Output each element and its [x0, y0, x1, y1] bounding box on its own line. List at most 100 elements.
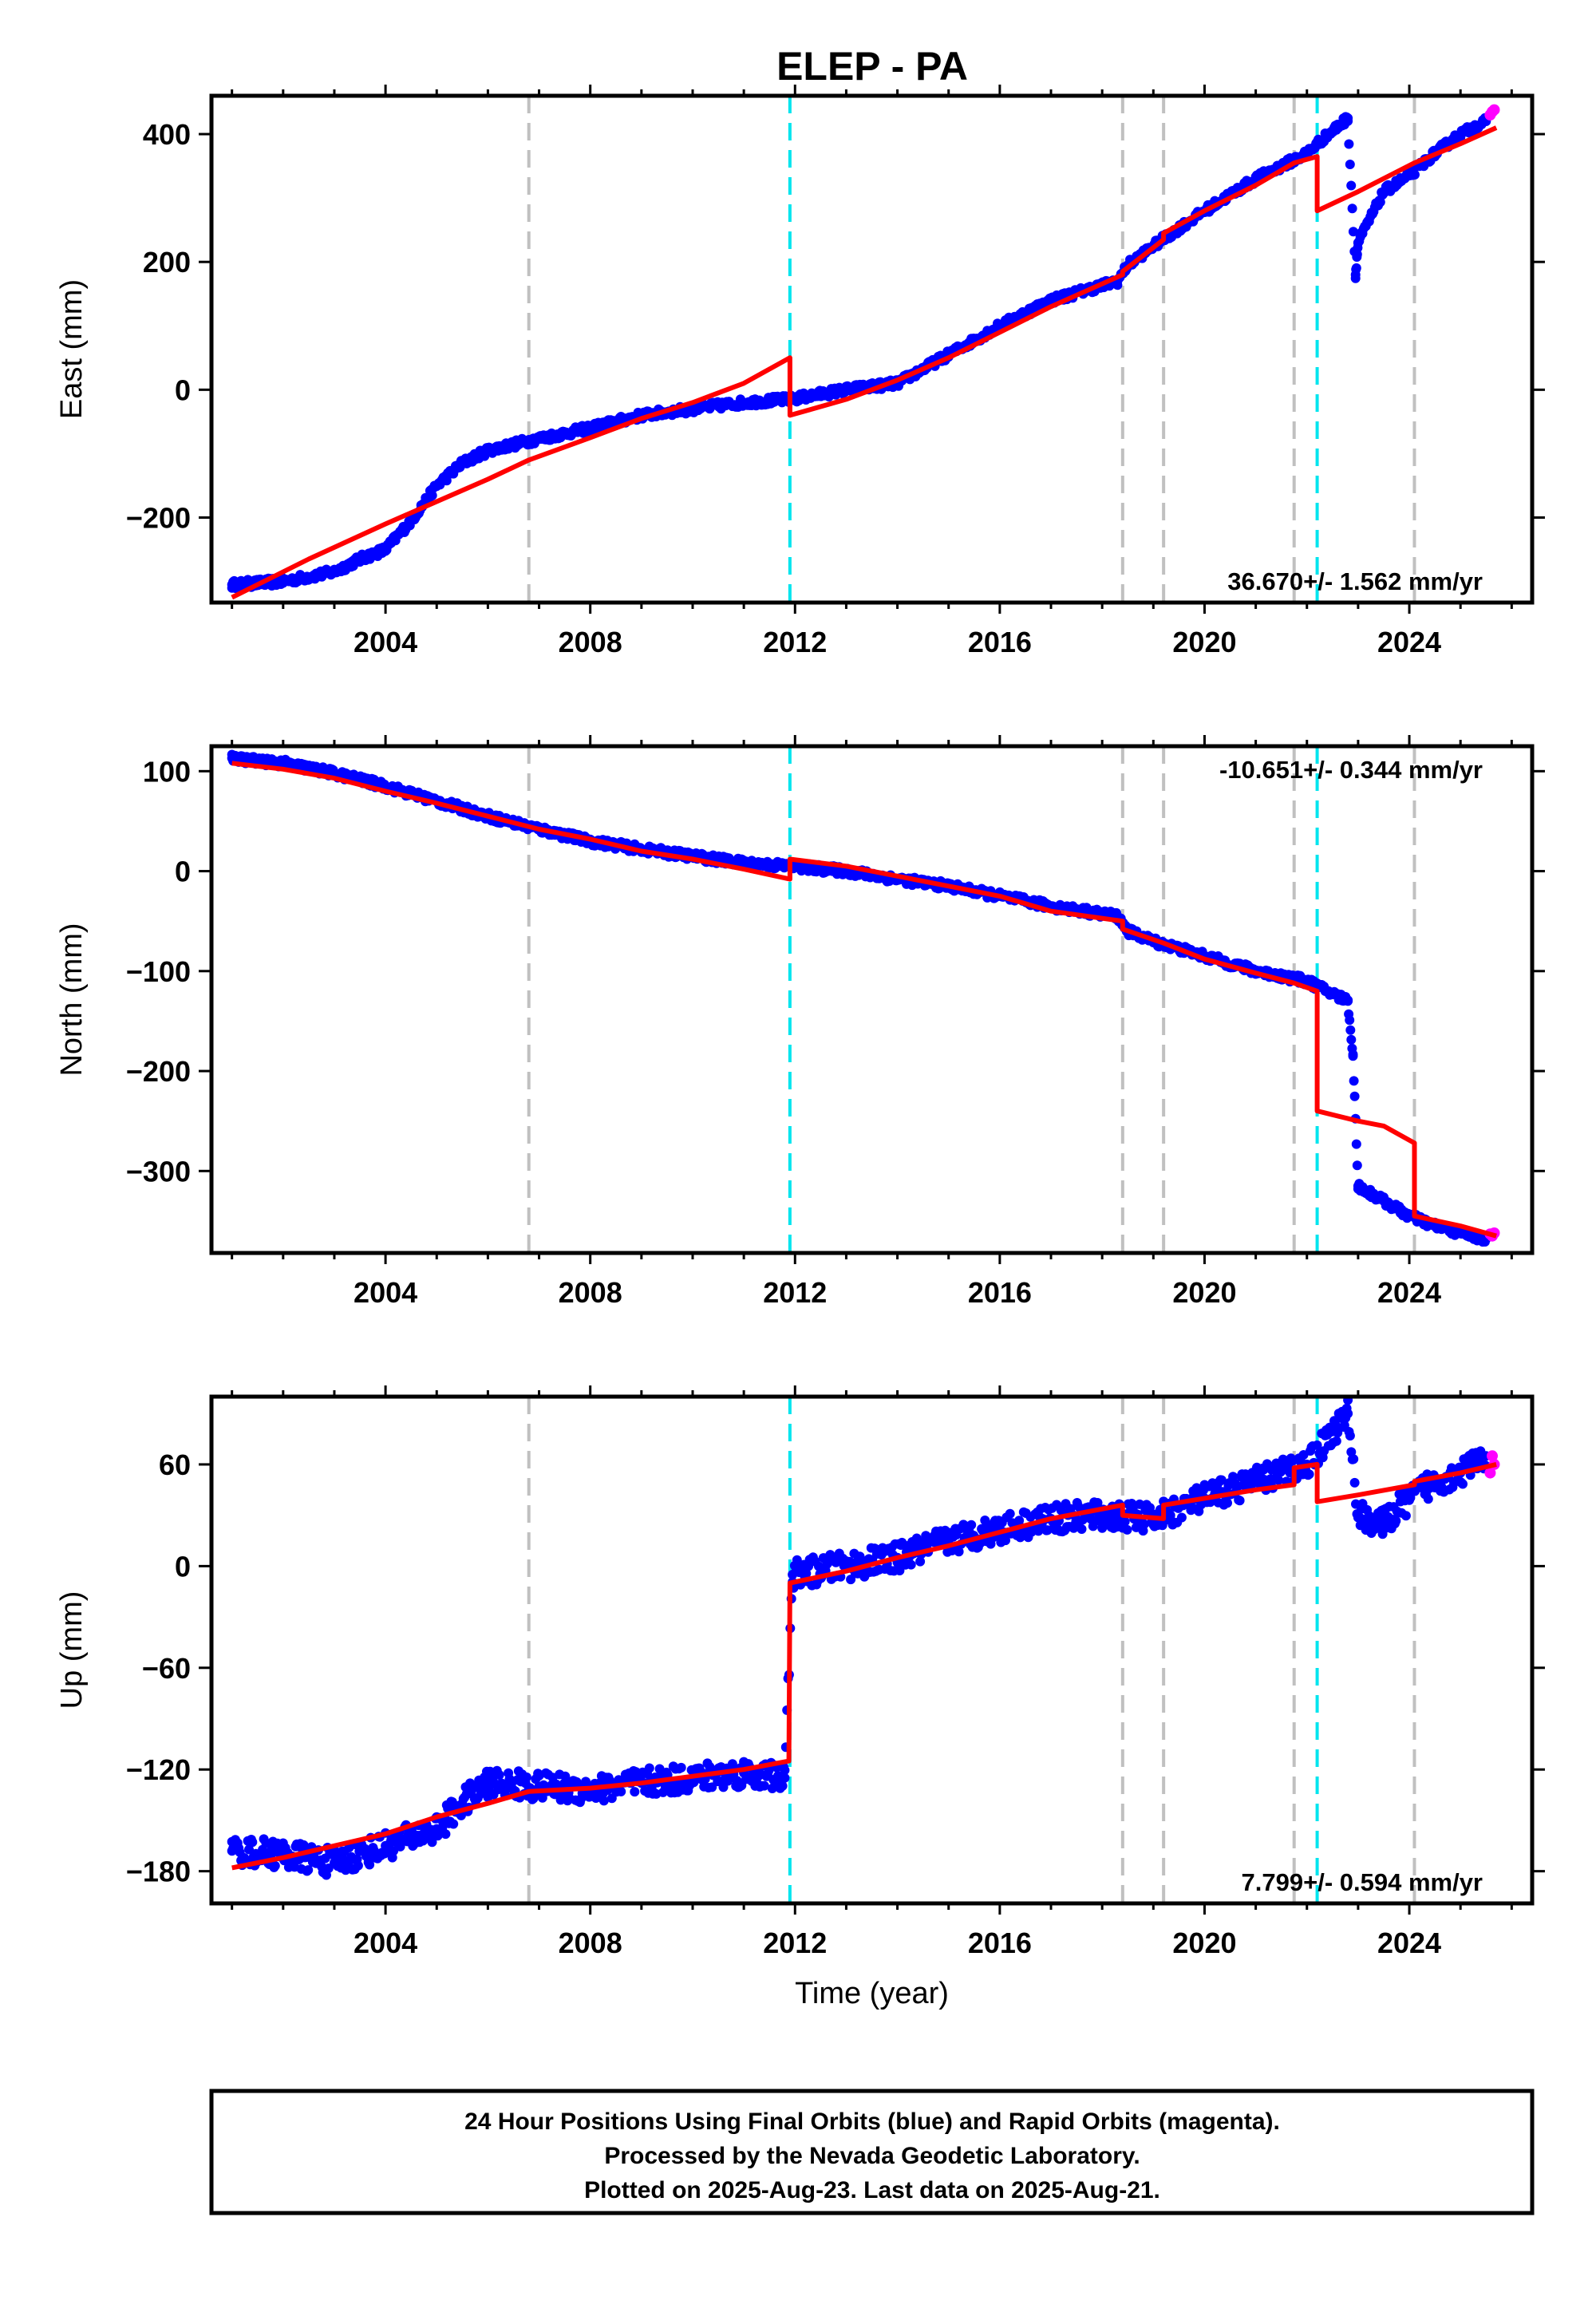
x-tick-label: 2024 — [1377, 1276, 1441, 1309]
final-orbit-point — [1430, 1221, 1440, 1231]
final-orbit-point — [1302, 976, 1312, 986]
x-tick-label: 2020 — [1172, 1927, 1236, 1959]
y-tick-label: 100 — [143, 755, 191, 788]
final-orbit-point — [1097, 1510, 1108, 1520]
final-orbit-point — [457, 1798, 468, 1808]
x-tick-label: 2020 — [1172, 1276, 1236, 1309]
final-orbit-point — [1344, 139, 1354, 149]
final-orbit-point — [1077, 1524, 1087, 1534]
final-orbit-point — [1351, 1139, 1361, 1149]
final-orbit-point — [1122, 1524, 1132, 1535]
final-orbit-point — [1046, 295, 1056, 306]
rapid-orbit-point — [1487, 1450, 1498, 1462]
final-orbit-point — [355, 554, 365, 564]
final-orbit-point — [330, 567, 339, 577]
final-orbit-point — [457, 458, 468, 468]
plot-area — [227, 746, 1500, 1253]
x-tick-label: 2020 — [1172, 626, 1236, 658]
final-orbit-point — [1343, 1409, 1353, 1419]
model-line — [231, 761, 1497, 1239]
rate-label: -10.651+/- 0.344 mm/yr — [1219, 756, 1483, 784]
y-tick-label: −200 — [126, 501, 191, 534]
final-orbit-point — [1228, 1472, 1238, 1482]
final-orbit-point — [846, 1575, 856, 1585]
y-axis-label: Up (mm) — [55, 1591, 89, 1709]
x-tick-label: 2016 — [968, 1927, 1032, 1959]
y-tick-label: −180 — [126, 1856, 191, 1888]
final-orbit-point — [441, 476, 452, 486]
y-tick-label: −300 — [126, 1155, 191, 1188]
final-orbit-point — [244, 1844, 254, 1855]
final-orbit-point — [1343, 113, 1353, 123]
final-orbit-point — [1312, 1440, 1322, 1450]
final-orbit-point — [389, 1846, 399, 1856]
final-orbit-point — [1250, 1476, 1261, 1487]
final-orbit-point — [1001, 1535, 1010, 1546]
model-line — [231, 1461, 1497, 1871]
final-orbit-point — [1345, 1015, 1355, 1026]
final-orbit-point — [630, 1787, 640, 1797]
y-axis-label: East (mm) — [55, 279, 89, 419]
final-orbit-point — [1223, 1498, 1232, 1508]
final-orbit-point — [1349, 1454, 1359, 1464]
final-orbit-point — [303, 1865, 314, 1875]
final-orbit-point — [739, 397, 749, 408]
final-orbit-point — [966, 1520, 977, 1530]
final-orbit-point — [521, 1772, 531, 1782]
final-orbit-point — [1345, 160, 1355, 169]
x-tick-label: 2012 — [763, 1927, 827, 1959]
final-orbit-point — [483, 1778, 493, 1788]
final-orbit-point — [330, 1858, 339, 1867]
final-orbit-point — [247, 1837, 258, 1848]
final-orbit-point — [1404, 1493, 1414, 1504]
final-orbit-point — [1423, 1494, 1433, 1504]
final-orbit-point — [440, 1829, 451, 1840]
caption-line-2: Processed by the Nevada Geodetic Laborat… — [604, 2143, 1140, 2169]
x-tick-label: 2008 — [559, 1276, 622, 1309]
final-orbit-point — [1274, 1475, 1284, 1485]
x-tick-label: 2012 — [763, 626, 827, 658]
final-orbit-point — [1176, 1512, 1187, 1523]
final-orbit-point — [432, 1824, 442, 1834]
final-orbit-point — [278, 758, 288, 769]
final-orbit-point — [1346, 1034, 1357, 1045]
final-orbit-point — [954, 1547, 964, 1557]
final-orbit-point — [227, 579, 237, 590]
final-orbit-point — [585, 423, 595, 433]
final-orbit-point — [1458, 1479, 1468, 1489]
y-tick-label: −60 — [142, 1652, 191, 1685]
y-tick-label: 0 — [175, 856, 191, 888]
final-orbit-point — [483, 445, 493, 456]
x-tick-label: 2008 — [559, 626, 622, 658]
final-orbit-point — [1379, 187, 1389, 197]
x-tick-label: 2024 — [1377, 626, 1441, 658]
final-orbit-point — [427, 490, 437, 500]
y-tick-label: −100 — [126, 955, 191, 988]
final-orbit-point — [915, 1556, 926, 1567]
final-orbit-point — [432, 480, 442, 491]
final-orbit-point — [1404, 1211, 1414, 1221]
plot-area — [227, 1397, 1500, 1903]
final-orbit-point — [278, 576, 288, 587]
rapid-orbit-point — [1488, 104, 1500, 116]
model-line — [231, 125, 1498, 600]
final-orbit-point — [1330, 1420, 1341, 1430]
up-panel: 2004 2008 2012 2016 2020 2024 −180 −120 −60 0 60 Up… — [55, 1385, 1545, 2010]
x-tick-label: 2016 — [968, 626, 1032, 658]
final-orbit-point — [841, 385, 851, 395]
final-orbit-point — [494, 1770, 504, 1780]
final-orbit-point — [448, 1819, 459, 1829]
y-tick-label: −200 — [126, 1055, 191, 1088]
panel-frame — [209, 744, 1535, 1255]
final-orbit-point — [1456, 1228, 1466, 1238]
panel-frame — [209, 93, 1535, 605]
final-orbit-point — [1005, 1508, 1015, 1519]
final-orbit-point — [792, 1555, 802, 1565]
final-orbit-point — [739, 858, 749, 868]
panel-frame — [209, 1394, 1535, 1906]
y-tick-label: 60 — [159, 1448, 191, 1481]
final-orbit-point — [1345, 1431, 1355, 1441]
final-orbit-point — [1333, 1428, 1343, 1438]
x-tick-label: 2024 — [1377, 1927, 1441, 1959]
